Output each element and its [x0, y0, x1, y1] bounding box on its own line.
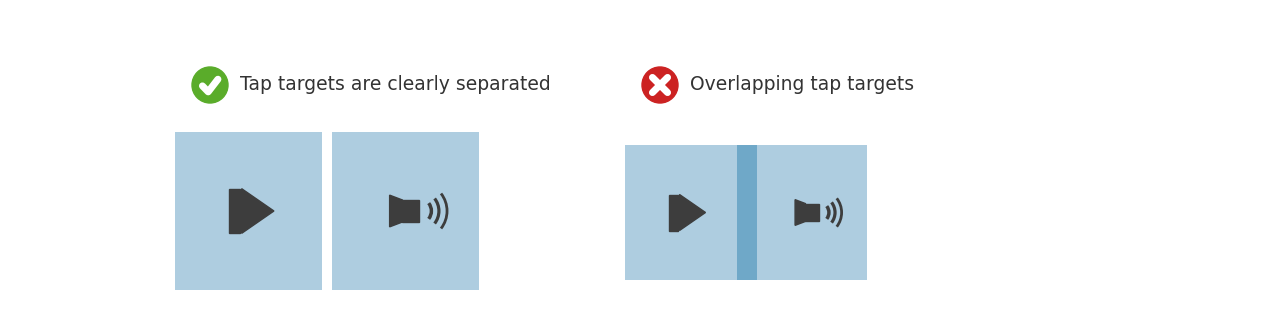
Bar [669, 194, 678, 230]
Bar [175, 132, 323, 290]
Text: Tap targets are clearly separated: Tap targets are clearly separated [241, 75, 550, 95]
Bar [332, 132, 479, 290]
Bar [737, 145, 867, 280]
Bar [402, 200, 419, 222]
Polygon shape [389, 195, 402, 227]
Bar [625, 145, 774, 280]
Polygon shape [242, 189, 274, 233]
Polygon shape [795, 200, 805, 225]
Circle shape [192, 67, 228, 103]
Bar [805, 203, 819, 221]
Circle shape [643, 67, 678, 103]
Text: Overlapping tap targets: Overlapping tap targets [690, 75, 914, 95]
Bar [737, 145, 756, 280]
Bar [229, 189, 239, 233]
Polygon shape [680, 194, 705, 230]
